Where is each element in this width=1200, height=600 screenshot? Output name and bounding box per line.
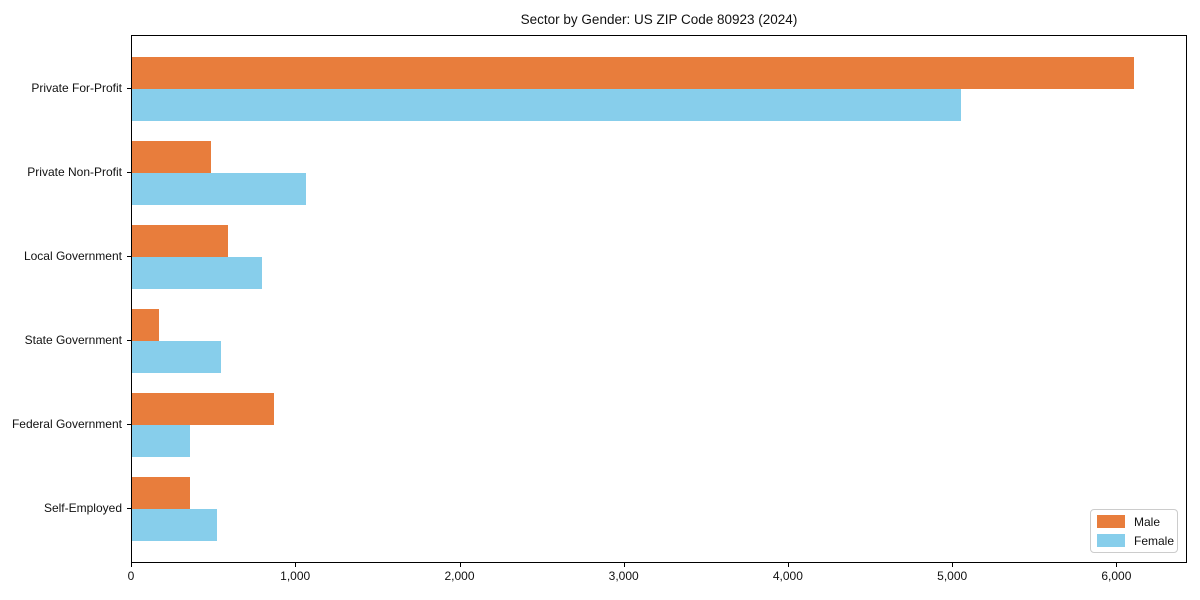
bar-female-federal-government: [132, 425, 190, 457]
y-tick-federal-government: [127, 424, 131, 425]
x-tick-3-000: [623, 563, 625, 567]
x-tick-label-3-000: 3,000: [608, 569, 639, 583]
legend-swatch-male: [1097, 515, 1125, 528]
y-tick-private-for-profit: [127, 88, 131, 89]
x-tick-0: [131, 563, 132, 567]
plot-area: [131, 35, 1187, 563]
x-tick-1-000: [295, 563, 297, 567]
y-tick-label-federal-government: Federal Government: [11, 417, 122, 431]
bar-female-private-non-profit: [132, 173, 307, 205]
y-tick-label-private-non-profit: Private Non-Profit: [27, 165, 122, 179]
bar-male-private-for-profit: [132, 57, 1134, 89]
legend-swatch-female: [1097, 534, 1125, 547]
y-tick-label-state-government: State Government: [24, 333, 122, 347]
y-tick-label-local-government: Local Government: [23, 249, 122, 263]
bar-male-state-government: [132, 309, 160, 341]
legend-item-male: Male: [1097, 515, 1171, 529]
x-tick-4-000: [787, 563, 789, 567]
bar-male-self-employed: [132, 477, 190, 509]
x-tick-label-6-000: 6,000: [1101, 569, 1132, 583]
y-tick-label-self-employed: Self-Employed: [43, 501, 122, 515]
bar-female-state-government: [132, 341, 221, 373]
x-tick-2-000: [459, 563, 461, 567]
legend-label-female: Female: [1134, 533, 1175, 548]
y-tick-label-private-for-profit: Private For-Profit: [31, 81, 122, 95]
x-tick-label-5-000: 5,000: [937, 569, 968, 583]
legend: Male Female: [1090, 509, 1178, 553]
x-tick-label-2-000: 2,000: [444, 569, 475, 583]
bar-female-self-employed: [132, 509, 218, 541]
bar-female-private-for-profit: [132, 89, 962, 121]
y-tick-private-non-profit: [127, 172, 131, 173]
bar-male-private-non-profit: [132, 141, 211, 173]
y-tick-self-employed: [127, 508, 131, 509]
chart-title: Sector by Gender: US ZIP Code 80923 (202…: [520, 12, 798, 27]
y-tick-state-government: [127, 340, 131, 341]
bar-female-local-government: [132, 257, 262, 289]
legend-label-male: Male: [1134, 514, 1161, 529]
x-tick-label-0: 0: [127, 569, 135, 583]
bar-male-federal-government: [132, 393, 275, 425]
legend-item-female: Female: [1097, 533, 1175, 548]
x-tick-label-4-000: 4,000: [772, 569, 803, 583]
x-tick-6-000: [1116, 563, 1118, 567]
y-tick-local-government: [127, 256, 131, 257]
x-tick-5-000: [952, 563, 954, 567]
bar-male-local-government: [132, 225, 229, 257]
x-tick-label-1-000: 1,000: [280, 569, 311, 583]
